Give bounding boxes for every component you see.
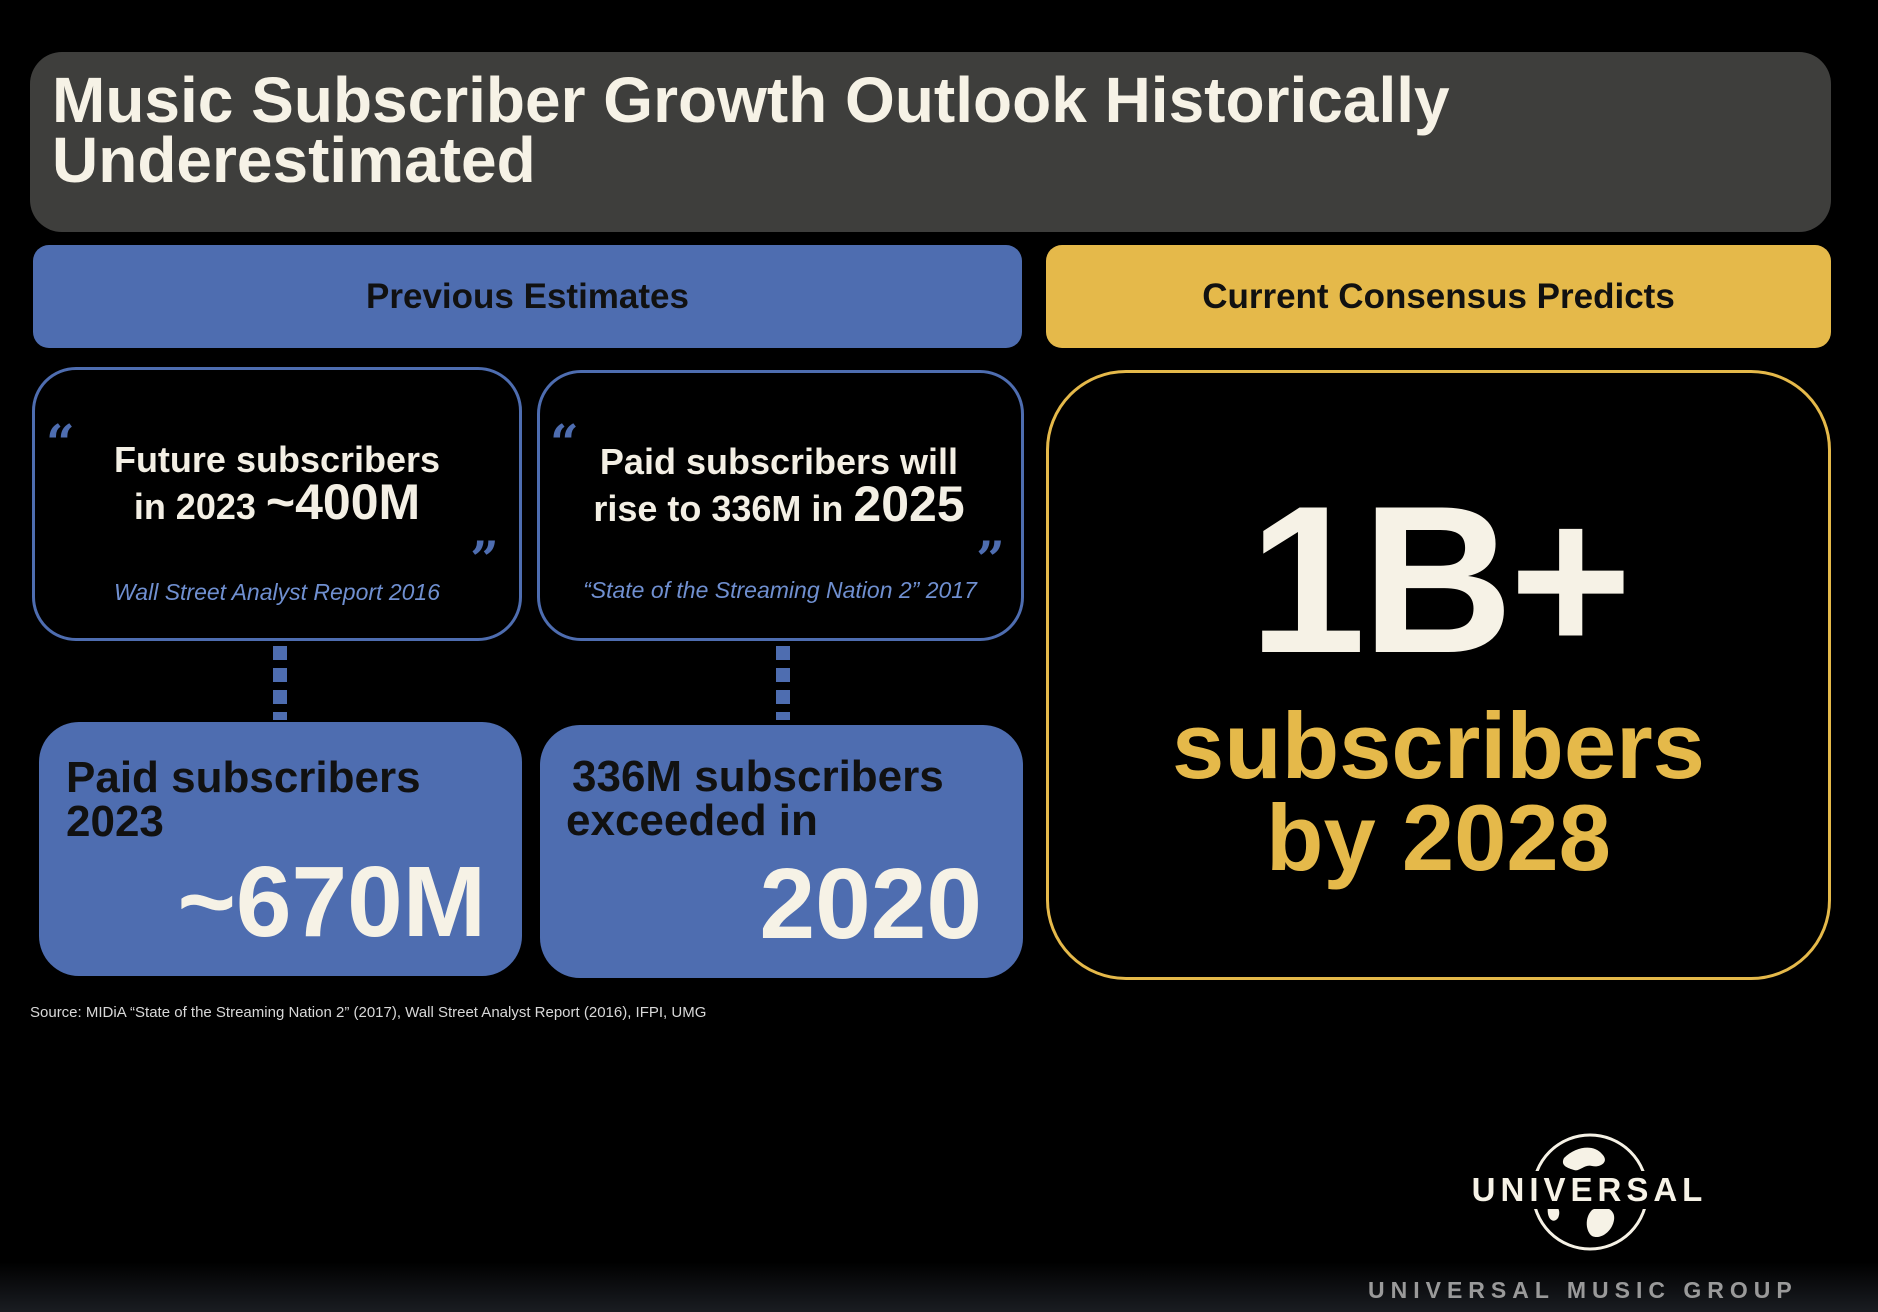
universal-wordmark: UNIVERSAL [1462, 1171, 1717, 1209]
quote-2017-line1: Paid subscribers will [599, 441, 959, 482]
close-quote-icon: „ [977, 501, 1006, 560]
consensus-box [1046, 370, 1831, 980]
quote-box-2016 [32, 367, 522, 641]
source-footnote: Source: MIDiA “State of the Streaming Na… [30, 1004, 707, 1021]
outcome-2023-line1: Paid subscribers [66, 753, 421, 802]
quote-box-2017 [537, 370, 1024, 641]
consensus-line2: by 2028 [1266, 785, 1611, 890]
quote-2017-line2-prefix: rise to 336M in [593, 488, 854, 529]
quote-2016-line1: Future subscribers [113, 439, 441, 480]
quote-2016-estimate: ~400M [265, 474, 421, 530]
outcome-2023-line2: 2023 [66, 797, 164, 846]
universal-music-group-text: UNIVERSAL MUSIC GROUP [1368, 1277, 1798, 1303]
outcome-2023-value: ~670M [177, 846, 486, 958]
bottom-band [0, 1262, 1878, 1312]
quote-2016-source: Wall Street Analyst Report 2016 [114, 579, 440, 605]
outcome-box-2023 [39, 722, 522, 976]
open-quote-icon: “ [550, 413, 579, 472]
current-consensus-header: Current Consensus Predicts [1046, 245, 1831, 348]
open-quote-icon: “ [46, 413, 75, 472]
consensus-value: 1B+ [1248, 462, 1632, 697]
quote-2016-line2-prefix: in 2023 [133, 486, 266, 527]
quote-2017-estimate: 2025 [853, 476, 965, 532]
consensus-line1: subscribers [1172, 693, 1705, 798]
quote-2016-line2: in 2023 ~400M [47, 477, 507, 531]
outcome-2020-line2: exceeded in [566, 796, 818, 845]
quote-2017-line2: rise to 336M in 2025 [549, 479, 1009, 533]
quote-2017-source: “State of the Streaming Nation 2” 2017 [583, 577, 977, 603]
outcome-2020-line1: 336M subscribers [572, 752, 944, 801]
previous-estimates-header: Previous Estimates [33, 245, 1022, 348]
outcome-2020-value: 2020 [759, 848, 982, 960]
dotted-connector [776, 646, 790, 720]
close-quote-icon: „ [471, 501, 500, 560]
title-bar [30, 52, 1831, 232]
outcome-box-2020 [540, 725, 1023, 978]
dotted-connector [273, 646, 287, 720]
page-title: Music Subscriber Growth Outlook Historic… [52, 64, 1450, 196]
